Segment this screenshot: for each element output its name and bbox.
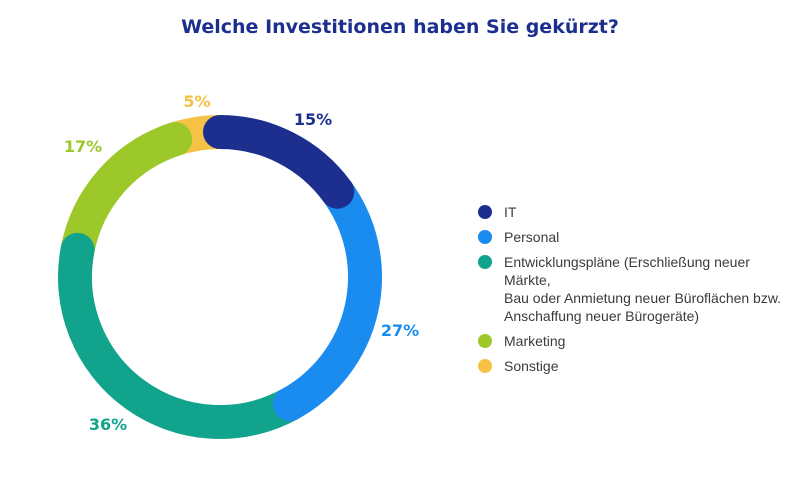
legend-label-4: Sonstige — [504, 358, 559, 374]
legend-swatch-3 — [478, 334, 492, 348]
donut-slices — [58, 115, 382, 439]
chart-legend: IT Personal Entwicklungspläne (Erschließun… — [478, 203, 798, 382]
legend-label-0: IT — [504, 204, 517, 220]
legend-item-4: Sonstige — [478, 357, 798, 375]
legend-item-3: Marketing — [478, 332, 798, 350]
legend-item-1: Personal — [478, 228, 798, 246]
legend-swatch-4 — [478, 359, 492, 373]
donut-slice-3 — [60, 122, 193, 267]
legend-item-0: IT — [478, 203, 798, 221]
legend-item-2: Entwicklungspläne (Erschließung neuer Mä… — [478, 253, 798, 325]
percent-label-2: 36% — [89, 415, 127, 434]
legend-swatch-0 — [478, 205, 492, 219]
legend-label-2: Entwicklungspläne (Erschließung neuer Mä… — [504, 254, 782, 324]
legend-label-1: Personal — [504, 229, 560, 245]
percent-label-4: 5% — [183, 92, 210, 111]
percent-label-0: 15% — [294, 110, 332, 129]
legend-swatch-1 — [478, 230, 492, 244]
legend-swatch-2 — [478, 255, 492, 269]
donut-slice-2 — [58, 232, 307, 439]
donut-slice-1 — [272, 174, 382, 422]
percent-label-1: 27% — [381, 321, 419, 340]
donut-slice-0 — [203, 115, 355, 209]
chart-title: Welche Investitionen haben Sie gekürzt? — [181, 16, 619, 38]
legend-label-3: Marketing — [504, 333, 566, 349]
percent-labels: 15% 27% 36% 17% 5% — [64, 92, 419, 434]
percent-label-3: 17% — [64, 137, 102, 156]
